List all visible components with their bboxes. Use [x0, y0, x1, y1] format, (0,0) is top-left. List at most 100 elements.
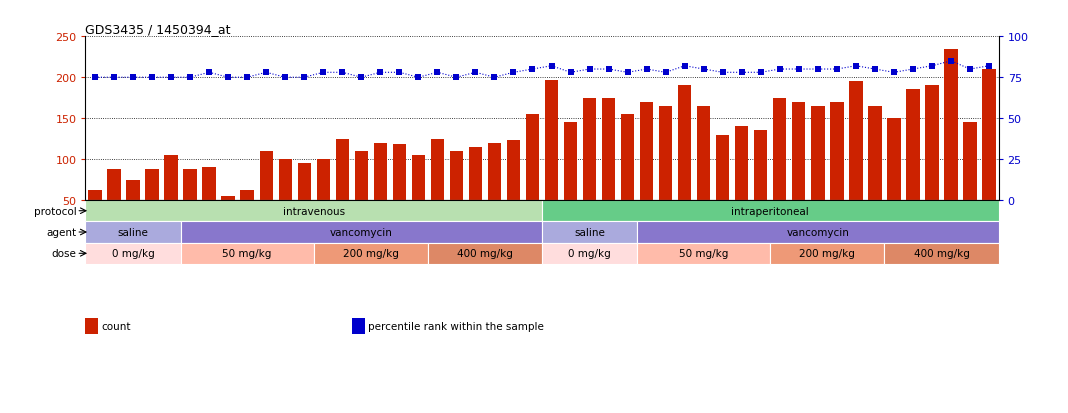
Bar [564, 123, 577, 201]
Point [125, 75, 142, 81]
Bar [430, 139, 444, 201]
Bar [583, 98, 596, 201]
Bar [393, 145, 406, 201]
Bar [525, 115, 539, 201]
Point [885, 70, 902, 76]
Bar [773, 98, 786, 201]
Bar [792, 102, 805, 201]
Bar [770, 243, 884, 264]
Text: 50 mg/kg: 50 mg/kg [222, 249, 272, 259]
Point [220, 75, 237, 81]
Bar [697, 107, 710, 201]
Text: GDS3435 / 1450394_at: GDS3435 / 1450394_at [85, 23, 231, 36]
Point [752, 70, 769, 76]
Point [714, 70, 732, 76]
Bar [314, 243, 428, 264]
Point [352, 75, 370, 81]
Point [467, 70, 484, 76]
Bar [450, 152, 464, 201]
Text: count: count [101, 321, 131, 331]
Point [296, 75, 313, 81]
Bar [541, 243, 638, 264]
Text: dose: dose [51, 249, 76, 259]
Point [372, 70, 389, 76]
Bar [868, 107, 881, 201]
Text: 400 mg/kg: 400 mg/kg [913, 249, 970, 259]
Point [695, 66, 712, 73]
Point [410, 75, 427, 81]
Bar [849, 82, 863, 201]
Bar [374, 143, 387, 201]
Bar [240, 191, 254, 201]
Point [905, 66, 922, 73]
Point [143, 75, 160, 81]
Bar [507, 141, 520, 201]
Text: vancomycin: vancomycin [786, 228, 849, 237]
Bar [279, 160, 292, 201]
Point [638, 66, 655, 73]
Bar [335, 139, 349, 201]
Bar [638, 243, 770, 264]
Bar [180, 243, 314, 264]
Point [277, 75, 294, 81]
Bar [545, 81, 559, 201]
Bar [884, 243, 999, 264]
Bar [107, 170, 121, 201]
Point [429, 70, 446, 76]
Text: 400 mg/kg: 400 mg/kg [457, 249, 513, 259]
Point [980, 63, 998, 70]
Point [581, 66, 598, 73]
Bar [830, 102, 844, 201]
Point [657, 70, 674, 76]
Bar [260, 152, 272, 201]
Bar [888, 119, 900, 201]
Point [543, 63, 560, 70]
Bar [735, 127, 749, 201]
Point [182, 75, 199, 81]
Point [829, 66, 846, 73]
Bar [316, 160, 330, 201]
Bar [716, 135, 729, 201]
Point [790, 66, 807, 73]
Bar [602, 98, 615, 201]
Bar [659, 107, 673, 201]
Point [924, 63, 941, 70]
Bar [541, 201, 999, 222]
Text: percentile rank within the sample: percentile rank within the sample [368, 321, 545, 331]
Bar [184, 170, 197, 201]
Point [961, 66, 978, 73]
Point [562, 70, 579, 76]
Text: saline: saline [575, 228, 604, 237]
Point [866, 66, 883, 73]
Point [201, 70, 218, 76]
Text: 0 mg/kg: 0 mg/kg [112, 249, 155, 259]
Point [447, 75, 465, 81]
Bar [469, 147, 482, 201]
Point [734, 70, 751, 76]
Bar [983, 70, 995, 201]
Bar [925, 86, 939, 201]
Bar [754, 131, 768, 201]
Point [524, 66, 541, 73]
Point [486, 75, 503, 81]
Text: 200 mg/kg: 200 mg/kg [800, 249, 855, 259]
Bar [85, 222, 180, 243]
Text: agent: agent [46, 228, 76, 237]
Bar [428, 243, 541, 264]
Bar [298, 164, 311, 201]
Text: 50 mg/kg: 50 mg/kg [679, 249, 728, 259]
Bar [89, 191, 101, 201]
Point [619, 70, 637, 76]
Bar [126, 180, 140, 201]
Bar [180, 222, 541, 243]
Bar [638, 222, 999, 243]
Point [847, 63, 864, 70]
Bar [203, 168, 216, 201]
Point [771, 66, 788, 73]
Bar [164, 156, 177, 201]
Bar [621, 115, 634, 201]
Bar [411, 156, 425, 201]
Point [810, 66, 827, 73]
Bar [963, 123, 977, 201]
Point [106, 75, 123, 81]
